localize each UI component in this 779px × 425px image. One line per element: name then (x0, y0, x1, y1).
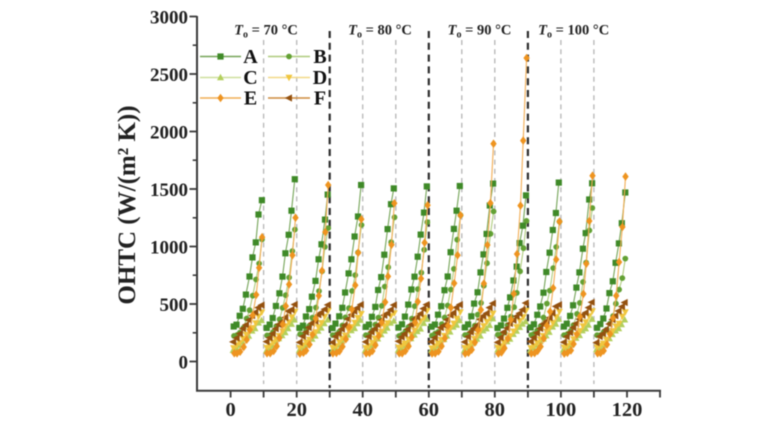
svg-text:OHTC (W/(m² K)): OHTC (W/(m² K)) (114, 105, 141, 304)
svg-text:To = 90 °C: To = 90 °C (448, 23, 512, 41)
svg-text:To = 100 °C: To = 100 °C (538, 23, 609, 41)
svg-text:2500: 2500 (150, 65, 188, 86)
svg-text:D: D (313, 67, 327, 89)
svg-text:1000: 1000 (150, 238, 188, 259)
svg-text:40: 40 (352, 399, 373, 421)
svg-text:3000: 3000 (150, 8, 188, 29)
svg-text:500: 500 (160, 295, 189, 316)
svg-text:To = 70 °C: To = 70 °C (234, 23, 298, 41)
svg-text:80: 80 (485, 399, 506, 421)
svg-text:B: B (313, 46, 326, 68)
svg-text:0: 0 (225, 399, 235, 421)
svg-text:To = 80 °C: To = 80 °C (348, 23, 412, 41)
svg-text:F: F (314, 88, 326, 110)
svg-text:A: A (243, 46, 258, 68)
svg-text:E: E (244, 88, 257, 110)
svg-text:20: 20 (286, 399, 307, 421)
svg-text:0: 0 (179, 353, 189, 374)
svg-text:2000: 2000 (150, 123, 188, 144)
svg-text:60: 60 (419, 399, 440, 421)
svg-text:1500: 1500 (150, 180, 188, 201)
svg-text:100: 100 (546, 399, 577, 421)
svg-text:C: C (243, 67, 257, 89)
svg-text:120: 120 (612, 399, 643, 421)
